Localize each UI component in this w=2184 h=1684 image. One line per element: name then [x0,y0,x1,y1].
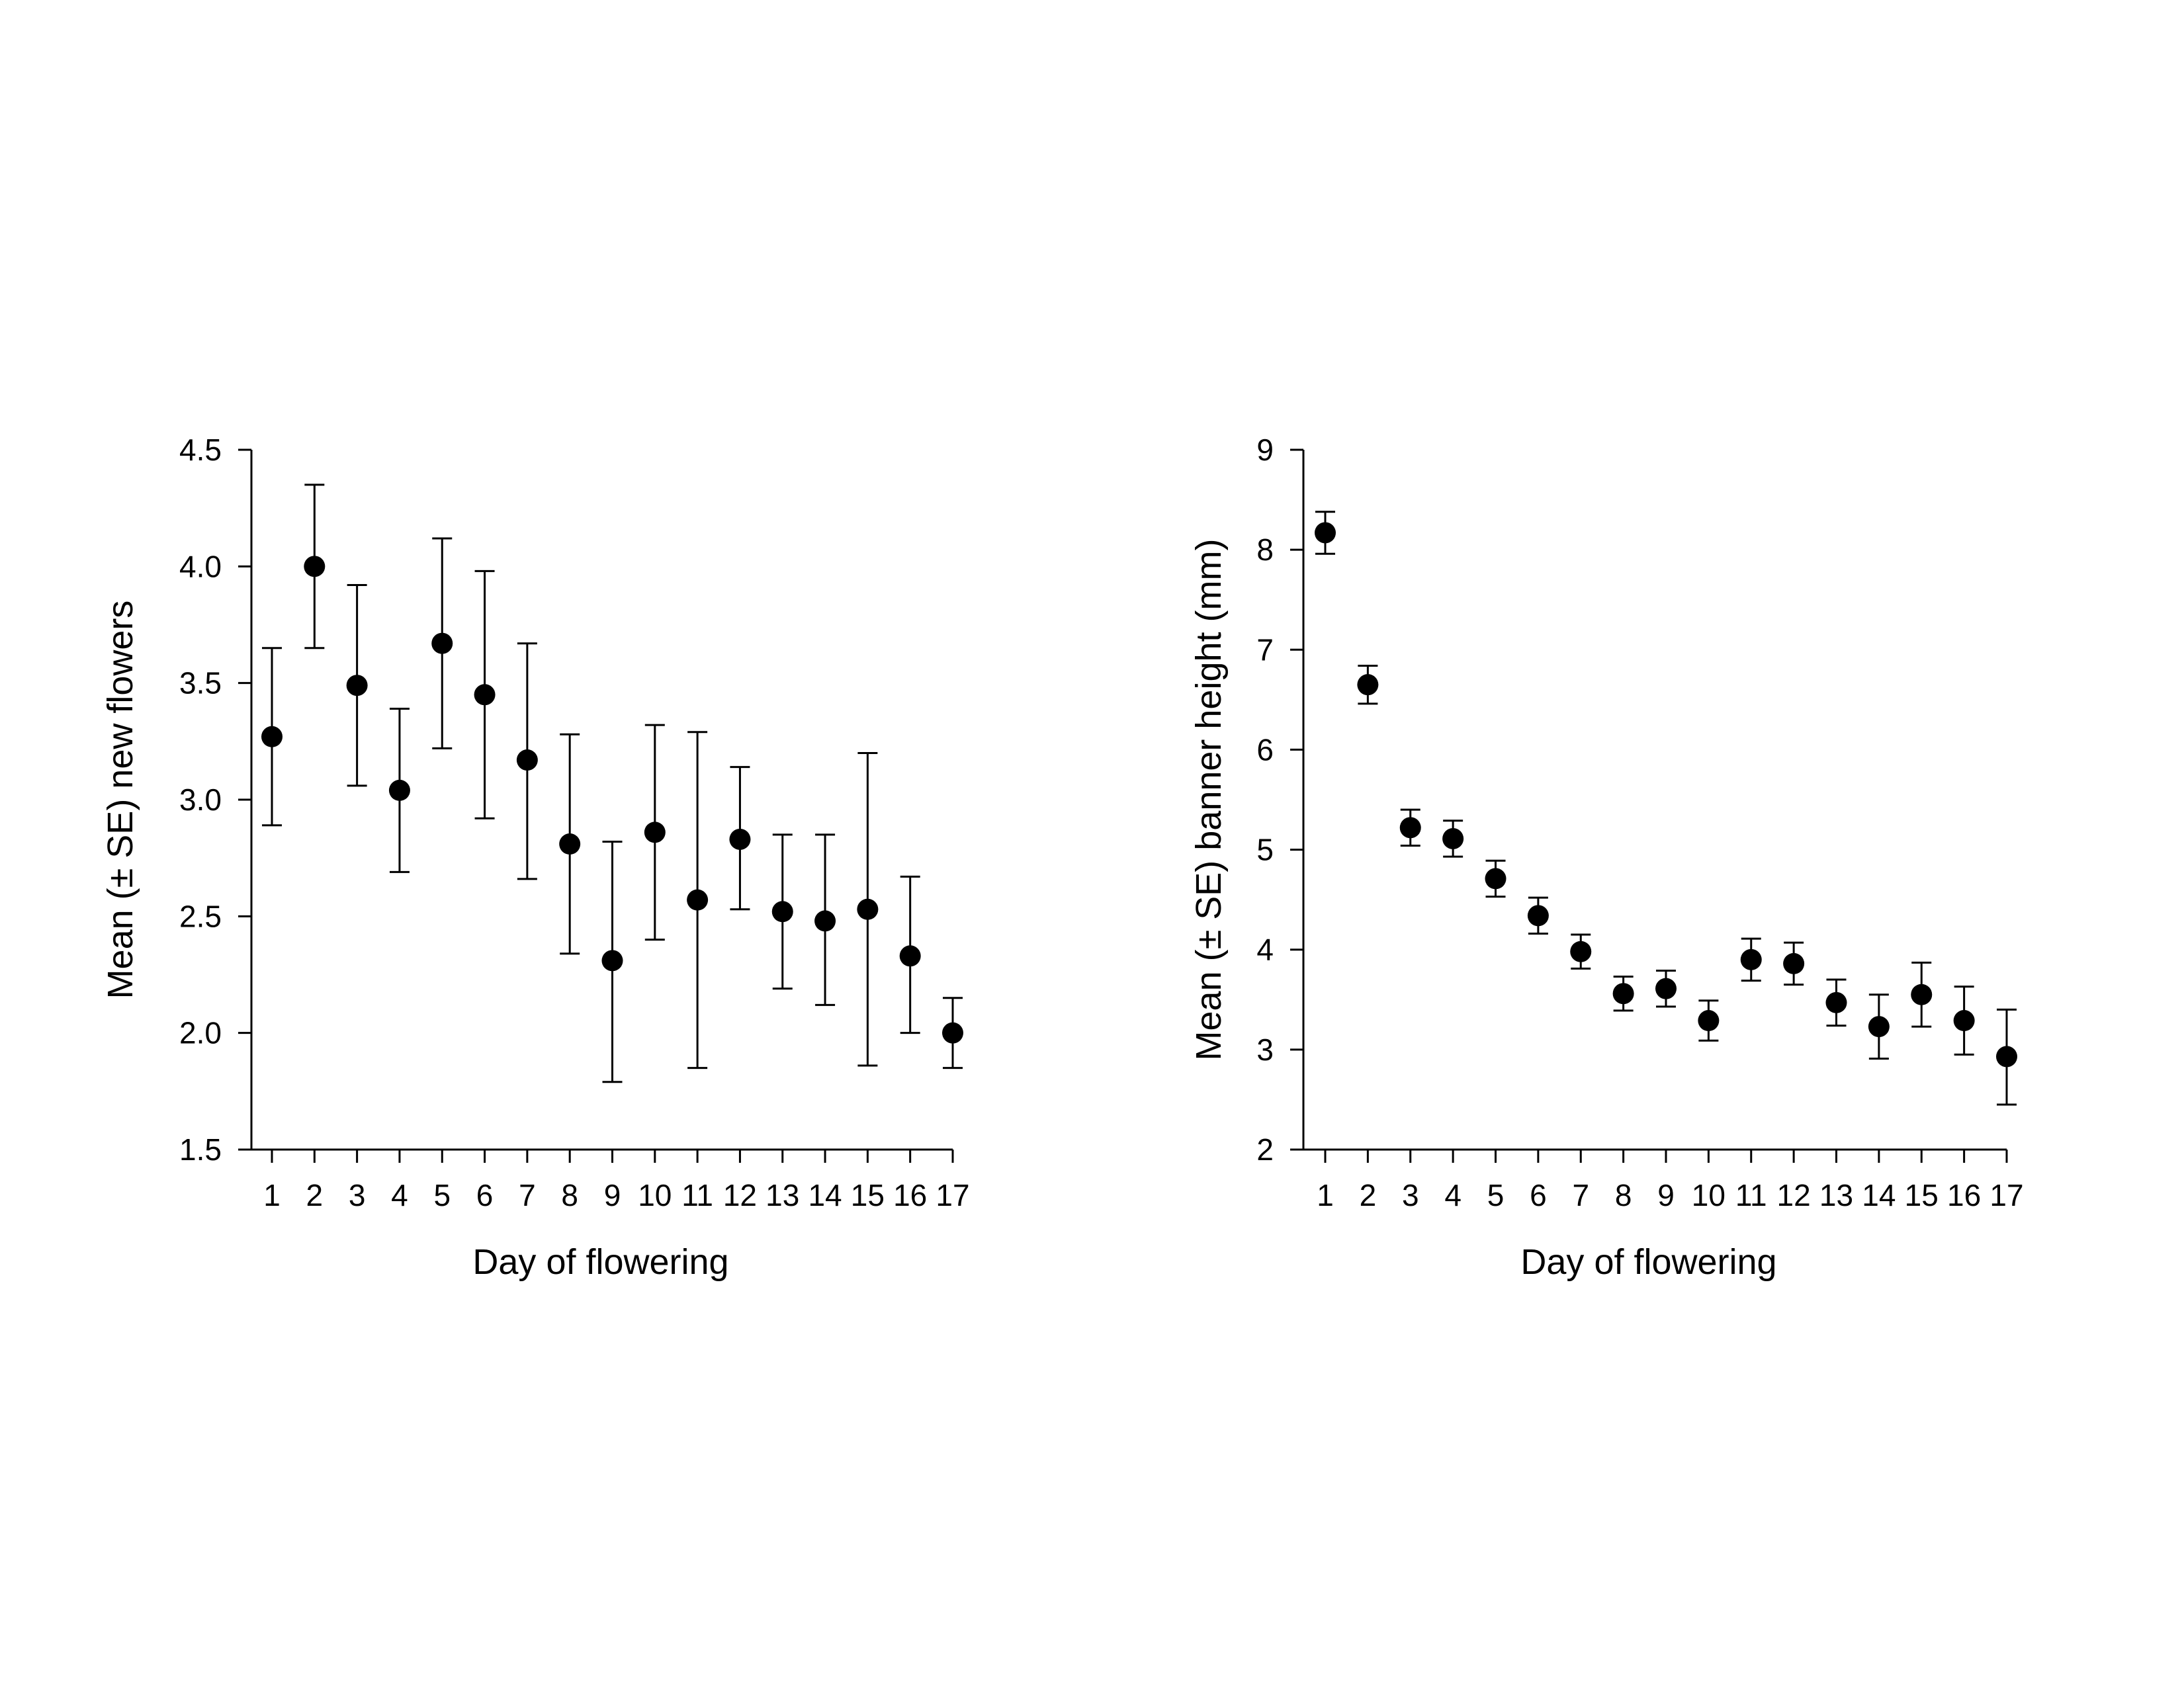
data-point [687,889,709,911]
x-tick-label: 3 [1402,1178,1419,1212]
data-point [431,632,453,654]
data-point [474,684,496,706]
y-tick-label: 6 [1256,732,1274,767]
data-point [1527,905,1549,927]
x-tick-label: 5 [433,1178,451,1212]
banner-height-chart: Day of flowering Mean (± SE) banner heig… [1189,433,2024,1282]
data-point [601,950,623,972]
y-tick-label: 7 [1256,632,1274,667]
y-tick-label: 5 [1256,833,1274,867]
x-tick-label: 17 [1989,1178,2023,1212]
data-point [559,833,581,855]
x-tick-label: 9 [1657,1178,1675,1212]
x-tick-label: 6 [476,1178,494,1212]
x-tick-label: 15 [851,1178,885,1212]
data-point [771,901,793,923]
x-tick-label: 4 [1444,1178,1462,1212]
x-tick-label: 14 [1862,1178,1896,1212]
x-tick-label: 9 [604,1178,621,1212]
x-tick-label: 17 [936,1178,969,1212]
x-tick-label: 10 [1692,1178,1725,1212]
data-point [1911,984,1933,1005]
data-point [1740,948,1762,970]
x-tick-label: 2 [1360,1178,1377,1212]
data-point [942,1022,963,1044]
x-tick-label: 12 [723,1178,757,1212]
y-tick-label: 2 [1256,1132,1274,1167]
data-point [814,910,836,932]
x-tick-label: 4 [391,1178,408,1212]
x-tick-label: 7 [519,1178,536,1212]
y-axis-title: Mean (± SE) new flowers [101,601,140,999]
data-point [1442,827,1464,849]
data-point [1825,991,1847,1013]
data-point [1868,1016,1890,1038]
data-point [1655,978,1677,999]
data-point [644,821,666,843]
x-tick-label: 13 [765,1178,799,1212]
x-tick-label: 1 [263,1178,281,1212]
x-tick-label: 5 [1487,1178,1505,1212]
x-tick-label: 3 [349,1178,366,1212]
x-tick-label: 8 [561,1178,578,1212]
data-point [1399,817,1421,839]
data-point [1996,1046,2017,1068]
data-point [1315,522,1336,544]
x-tick-label: 6 [1530,1178,1547,1212]
data-point [261,726,283,747]
data-point [1570,941,1592,962]
data-point [899,945,921,967]
data-point [346,675,368,696]
data-point [1953,1010,1975,1032]
x-tick-label: 13 [1819,1178,1853,1212]
x-tick-label: 14 [808,1178,842,1212]
data-point [1783,952,1805,974]
x-axis-title: Day of flowering [1520,1242,1776,1282]
data-point [729,828,751,850]
new-flowers-chart: Day of flowering Mean (± SE) new flowers… [101,433,970,1282]
y-tick-label: 3.0 [179,782,222,817]
y-tick-label: 2.5 [179,899,222,933]
x-tick-label: 2 [306,1178,324,1212]
data-point [516,749,538,771]
x-axis-title: Day of flowering [472,1242,728,1282]
y-tick-label: 3 [1256,1032,1274,1067]
y-axis-title: Mean (± SE) banner height (mm) [1189,539,1229,1061]
x-tick-label: 7 [1572,1178,1589,1212]
data-point [857,898,879,920]
y-tick-label: 4.0 [179,549,222,583]
y-tick-label: 3.5 [179,666,222,700]
data-point [1357,674,1379,696]
data-point [1485,868,1507,890]
x-tick-label: 11 [1735,1178,1767,1212]
y-tick-label: 1.5 [179,1132,222,1167]
y-tick-label: 2.0 [179,1016,222,1050]
x-tick-label: 10 [638,1178,672,1212]
data-point [1612,983,1634,1005]
x-tick-label: 16 [893,1178,927,1212]
y-tick-label: 4.5 [179,433,222,467]
x-tick-label: 16 [1947,1178,1981,1212]
y-tick-label: 9 [1256,433,1274,467]
x-tick-label: 8 [1615,1178,1632,1212]
data-point [388,779,410,801]
x-tick-label: 1 [1317,1178,1334,1212]
x-tick-label: 15 [1905,1178,1939,1212]
data-point [1698,1010,1720,1032]
x-tick-label: 12 [1777,1178,1811,1212]
data-point [304,556,326,577]
y-tick-label: 8 [1256,532,1274,567]
y-tick-label: 4 [1256,933,1274,967]
x-tick-label: 11 [681,1178,713,1212]
